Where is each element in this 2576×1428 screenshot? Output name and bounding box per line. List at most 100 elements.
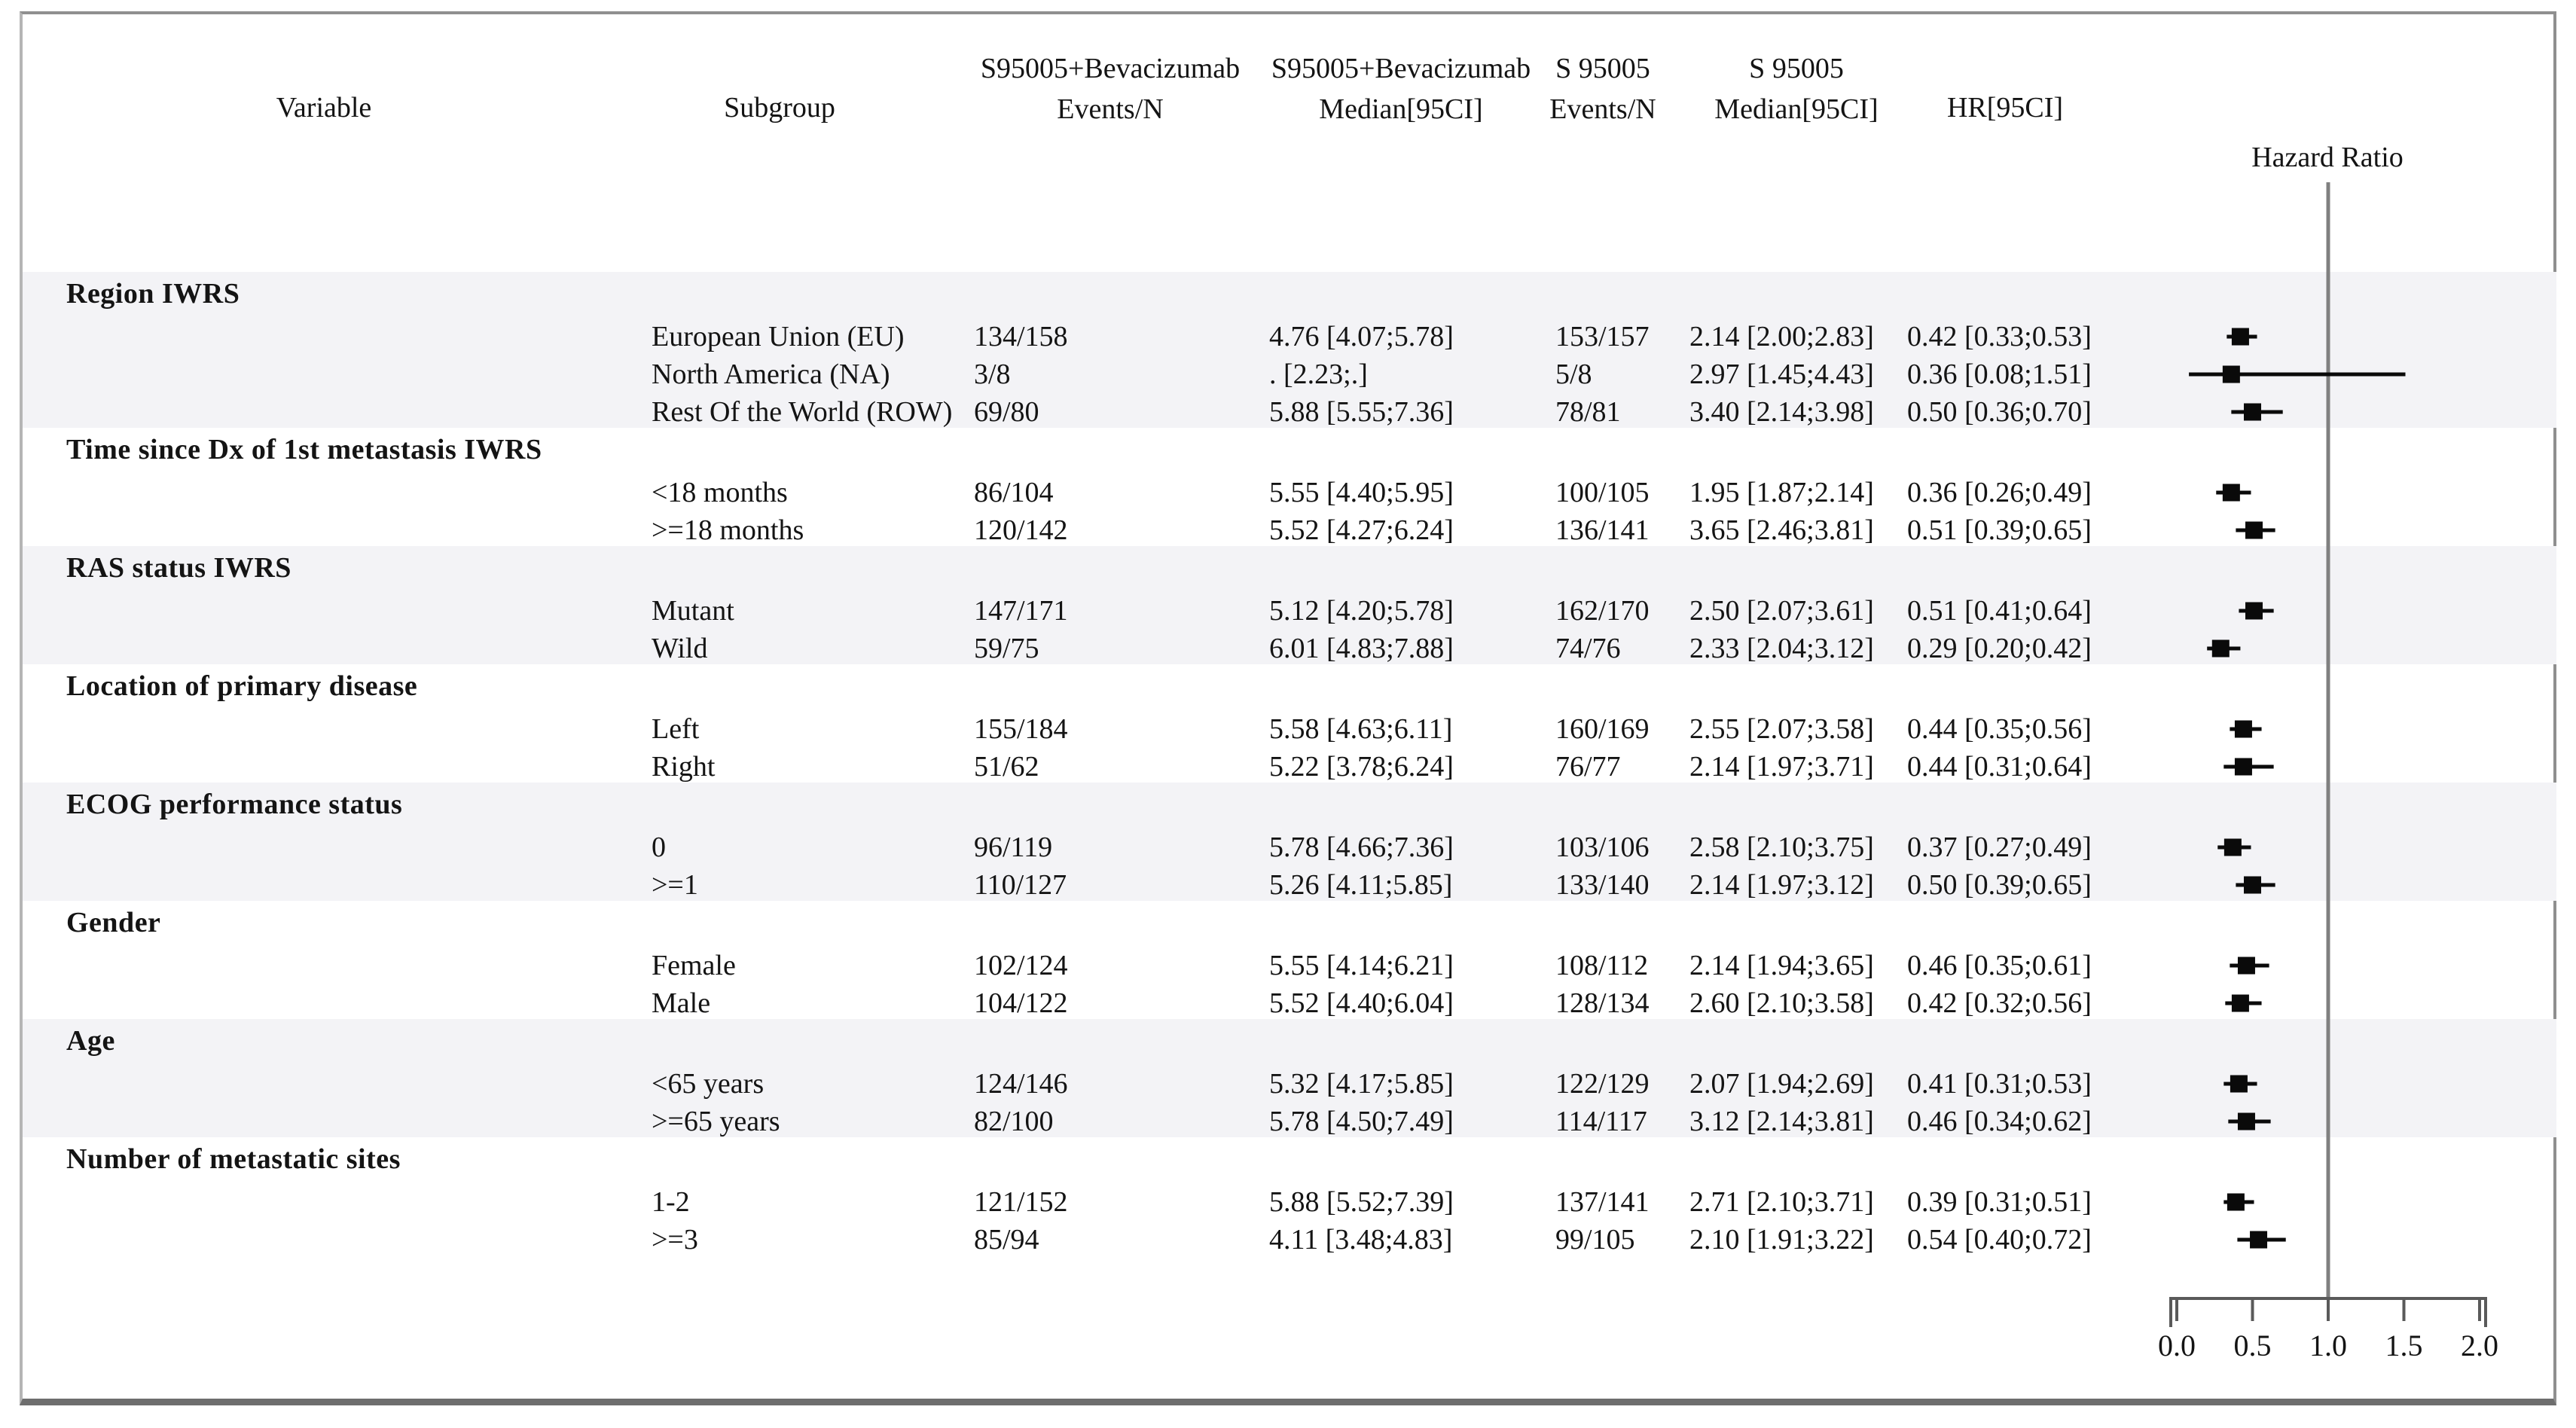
subgroup-cell: Left [652, 713, 700, 745]
ctl-events-cell: 136/141 [1555, 514, 1650, 546]
trt-median-cell: 5.12 [4.20;5.78] [1269, 595, 1454, 627]
ctl-events-cell: 99/105 [1555, 1224, 1635, 1256]
subgroup-cell: Rest Of the World (ROW) [652, 396, 953, 428]
axis-tick-label: 0.5 [2234, 1329, 2272, 1362]
group-band [23, 783, 2556, 901]
ctl-median-cell: 3.65 [2.46;3.81] [1689, 514, 1874, 546]
ctl-events-cell: 133/140 [1555, 869, 1650, 901]
trt-median-cell: 5.78 [4.66;7.36] [1269, 831, 1454, 863]
hr-point-marker [2222, 365, 2240, 383]
trt-median-cell: . [2.23;.] [1269, 359, 1368, 390]
trt-median-cell: 5.52 [4.40;6.04] [1269, 987, 1454, 1019]
hr-point-marker [2231, 994, 2249, 1012]
trt-events-cell: 110/127 [974, 869, 1067, 901]
hr-ci-cell: 0.46 [0.34;0.62] [1907, 1106, 2092, 1137]
hr-point-marker [2222, 484, 2240, 502]
ctl-events-cell: 76/77 [1555, 751, 1621, 783]
hr-ci-cell: 0.51 [0.41;0.64] [1907, 595, 2092, 627]
ctl-median-cell: 2.71 [2.10;3.71] [1689, 1186, 1874, 1218]
subgroup-cell: <18 months [652, 477, 788, 508]
hr-ci-cell: 0.50 [0.36;0.70] [1907, 396, 2092, 428]
subgroup-cell: Wild [652, 633, 708, 664]
ctl-events-cell: 108/112 [1555, 950, 1649, 981]
variable-group-label: RAS status IWRS [66, 552, 291, 584]
subgroup-cell: North America (NA) [652, 359, 890, 390]
hr-ci-cell: 0.36 [0.08;1.51] [1907, 359, 2092, 390]
ctl-median-cell: 2.14 [1.94;3.65] [1689, 950, 1874, 981]
hr-ci-cell: 0.37 [0.27;0.49] [1907, 831, 2092, 863]
subgroup-cell: >=18 months [652, 514, 804, 546]
trt-events-cell: 3/8 [974, 359, 1011, 390]
trt-events-cell: 147/171 [974, 595, 1068, 627]
ctl-median-cell: 2.14 [1.97;3.12] [1689, 869, 1874, 901]
hr-ci-cell: 0.44 [0.35;0.56] [1907, 713, 2092, 745]
hr-ci-cell: 0.36 [0.26;0.49] [1907, 477, 2092, 508]
plot-title-hazard-ratio: Hazard Ratio [2251, 142, 2404, 173]
subgroup-cell: European Union (EU) [652, 321, 905, 352]
trt-events-cell: 124/146 [974, 1068, 1068, 1100]
hr-point-marker [2244, 876, 2261, 894]
trt-events-cell: 102/124 [974, 950, 1068, 981]
hr-point-marker [2245, 521, 2263, 539]
hr-point-marker [2237, 1112, 2255, 1130]
trt-median-cell: 5.32 [4.17;5.85] [1269, 1068, 1454, 1100]
hr-point-marker [2245, 602, 2263, 620]
trt-median-cell: 5.55 [4.14;6.21] [1269, 950, 1454, 981]
hr-ci-cell: 0.50 [0.39;0.65] [1907, 869, 2092, 901]
ctl-events-cell: 122/129 [1555, 1068, 1650, 1100]
ctl-median-cell: 2.97 [1.45;4.43] [1689, 359, 1874, 390]
ctl-median-cell: 2.10 [1.91;3.22] [1689, 1224, 1874, 1256]
subgroup-cell: >=65 years [652, 1106, 780, 1137]
ctl-events-cell: 103/106 [1555, 831, 1650, 863]
trt-events-cell: 82/100 [974, 1106, 1054, 1137]
column-header-trt-events: S95005+Bevacizumab Events/N [980, 53, 1241, 125]
group-band [23, 546, 2556, 664]
hr-point-marker [2244, 403, 2261, 421]
axis-tick-label: 1.0 [2309, 1329, 2347, 1362]
ctl-events-cell: 160/169 [1555, 713, 1650, 745]
ctl-median-cell: 3.40 [2.14;3.98] [1689, 396, 1874, 428]
ctl-events-cell: 137/141 [1555, 1186, 1650, 1218]
subgroup-cell: >=3 [652, 1224, 698, 1256]
ctl-median-cell: 2.33 [2.04;3.12] [1689, 633, 1874, 664]
trt-median-cell: 6.01 [4.83;7.88] [1269, 633, 1454, 664]
hr-point-marker [2250, 1231, 2268, 1249]
ctl-events-cell: 100/105 [1555, 477, 1650, 508]
column-header-variable: Variable [276, 92, 372, 124]
subgroup-cell: Male [652, 987, 711, 1019]
trt-median-cell: 5.88 [5.52;7.39] [1269, 1186, 1454, 1218]
hr-ci-cell: 0.29 [0.20;0.42] [1907, 633, 2092, 664]
column-header-ctl-events: S 95005 Events/N [1549, 53, 1656, 125]
variable-group-label: Age [66, 1025, 115, 1057]
hr-ci-cell: 0.51 [0.39;0.65] [1907, 514, 2092, 546]
trt-median-cell: 5.78 [4.50;7.49] [1269, 1106, 1454, 1137]
subgroup-cell: Right [652, 751, 716, 783]
ctl-events-cell: 128/134 [1555, 987, 1650, 1019]
column-header-subgroup: Subgroup [724, 92, 835, 124]
ctl-median-cell: 2.14 [1.97;3.71] [1689, 751, 1874, 783]
group-band [23, 1019, 2556, 1137]
group-band [23, 272, 2556, 428]
ctl-events-cell: 74/76 [1555, 633, 1621, 664]
hr-ci-cell: 0.42 [0.32;0.56] [1907, 987, 2092, 1019]
column-header-ctl-median: S 95005 Median[95CI] [1714, 53, 1879, 125]
variable-group-label: Number of metastatic sites [66, 1143, 401, 1175]
subgroup-cell: Mutant [652, 595, 734, 627]
variable-group-label: Time since Dx of 1st metastasis IWRS [66, 434, 542, 465]
hr-point-marker [2223, 838, 2242, 856]
plot-frame [20, 11, 2556, 1405]
trt-events-cell: 121/152 [974, 1186, 1068, 1218]
trt-events-cell: 96/119 [974, 831, 1053, 863]
trt-events-cell: 120/142 [974, 514, 1068, 546]
hr-ci-cell: 0.41 [0.31;0.53] [1907, 1068, 2092, 1100]
hr-point-marker [2227, 1193, 2245, 1211]
axis-tick-label: 0.0 [2158, 1329, 2196, 1362]
trt-events-cell: 69/80 [974, 396, 1039, 428]
subgroup-cell: >=1 [652, 869, 698, 901]
trt-events-cell: 155/184 [974, 713, 1068, 745]
ctl-events-cell: 162/170 [1555, 595, 1650, 627]
trt-events-cell: 59/75 [974, 633, 1039, 664]
variable-group-label: ECOG performance status [66, 789, 403, 820]
